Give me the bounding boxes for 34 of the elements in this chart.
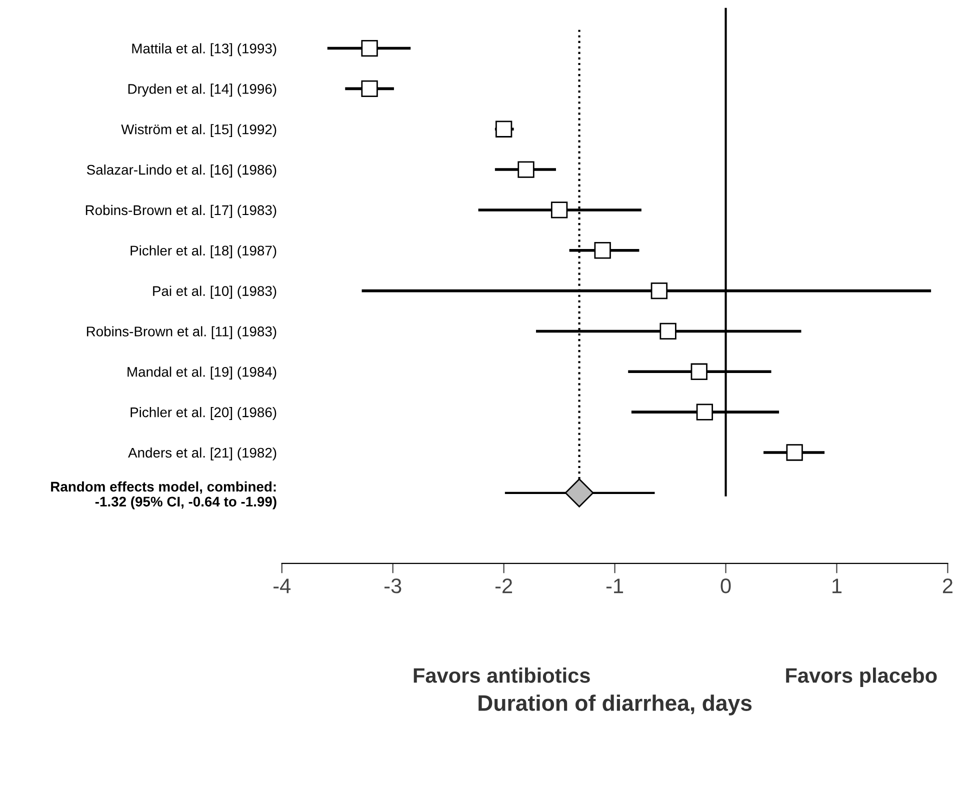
point bbox=[594, 242, 611, 259]
y-tick-label: Mattila et al. [13] (1993) bbox=[132, 43, 276, 56]
y-tick-label: Salazar-Lindo et al. [16] (1986) bbox=[86, 164, 276, 178]
y-tick-label: Pichler et al. [20] (1986) bbox=[130, 407, 276, 420]
point bbox=[361, 40, 378, 57]
point bbox=[696, 404, 714, 420]
point bbox=[660, 322, 676, 340]
point bbox=[690, 363, 708, 380]
y-tick-label: Robins-Brown et al. [11] (1983) bbox=[86, 326, 276, 340]
y-tick-label: Pai et al. [10] (1983) bbox=[153, 286, 276, 299]
x-tick-label: 2 bbox=[942, 578, 952, 594]
text: Favors antibiotics bbox=[414, 668, 590, 683]
x-tick-label: 1 bbox=[832, 578, 842, 594]
point bbox=[786, 444, 803, 461]
x-tick-label: 0 bbox=[720, 578, 731, 594]
y-tick-label: Mandal et al. [19] (1984) bbox=[128, 366, 276, 380]
y-tick-label: Wiström et al. [15] (1992) bbox=[121, 124, 276, 138]
y-tick-label: Pichler et al. [18] (1987) bbox=[130, 245, 276, 258]
point bbox=[518, 161, 534, 178]
x-tick-label: -3 bbox=[384, 578, 402, 594]
point bbox=[361, 80, 378, 98]
point bbox=[564, 478, 594, 508]
y-tick-label: Anders et al. [21] (1982) bbox=[128, 447, 276, 460]
point bbox=[495, 120, 512, 138]
point bbox=[650, 282, 668, 300]
y-tick-label: Robins-Brown et al. [17] (1983) bbox=[86, 204, 276, 218]
y-tick-label: Dryden et al. [14] (1996) bbox=[128, 84, 276, 97]
x-tick-label: -2 bbox=[495, 578, 512, 594]
y-tick-label: Random effects model, combined: -1.32 (95% CI, -0.64 to -1.99) bbox=[51, 481, 276, 510]
x-axis-title: Duration of diarrhea, days bbox=[478, 694, 752, 716]
text: Favors placebo bbox=[786, 668, 937, 687]
x-tick-label: -4 bbox=[274, 578, 291, 594]
point bbox=[550, 202, 568, 218]
x-tick-label: -1 bbox=[606, 578, 624, 594]
